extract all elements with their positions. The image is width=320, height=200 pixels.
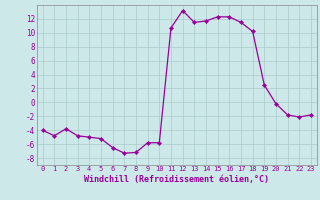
X-axis label: Windchill (Refroidissement éolien,°C): Windchill (Refroidissement éolien,°C): [84, 175, 269, 184]
